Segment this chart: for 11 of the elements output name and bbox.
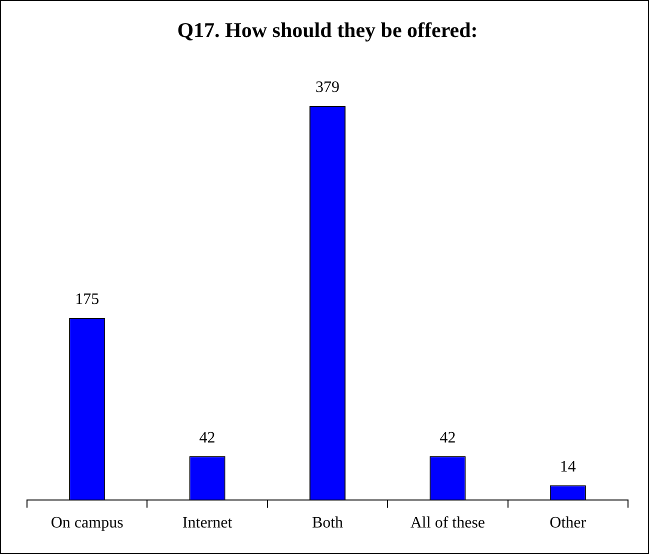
data-label: 379	[316, 79, 340, 96]
x-tick-label: Other	[550, 514, 587, 532]
chart-title: Q17. How should they be offered:	[177, 18, 478, 42]
x-tick-label: Both	[312, 514, 344, 532]
x-tick-label: All of these	[410, 514, 486, 532]
data-label: 42	[440, 429, 456, 446]
data-label: 14	[560, 458, 576, 476]
data-label: 42	[199, 429, 216, 446]
x-tick-label: Internet	[182, 514, 233, 532]
data-label: 175	[75, 291, 100, 308]
x-tick-label: On campus	[50, 514, 124, 532]
